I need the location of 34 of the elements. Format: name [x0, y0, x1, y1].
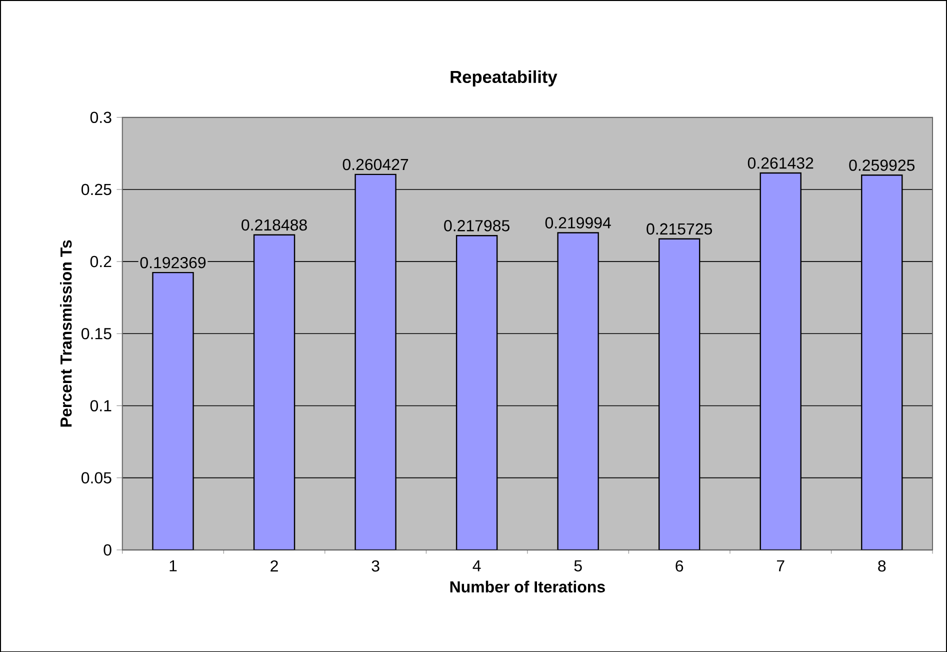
y-tick-label: 0 [104, 544, 112, 556]
y-tick-label: 0.05 [82, 472, 112, 484]
y-tick-label: 0.25 [82, 184, 112, 195]
bar [456, 234, 498, 550]
data-label: 0.219994 [545, 217, 611, 228]
data-label: 0.261432 [748, 157, 814, 169]
x-tick-label: 1 [170, 560, 177, 572]
y-tick-label: 0.3 [90, 112, 112, 123]
y-tick-label: 0.1 [90, 400, 112, 412]
x-tick-label: 5 [574, 560, 582, 572]
x-tick-label: 3 [372, 560, 380, 572]
bar [658, 238, 700, 550]
data-label: 0.215725 [646, 223, 712, 234]
x-axis-title: Number of Iterations [450, 580, 605, 592]
x-tick-label: 6 [676, 560, 684, 572]
data-label: 0.218488 [242, 219, 307, 230]
y-tick-label: 0.2 [90, 256, 112, 268]
x-tick-label: 4 [472, 560, 481, 572]
data-label: 0.260427 [342, 158, 408, 170]
x-tick-label: 7 [776, 560, 784, 572]
y-axis-title: Percent Transmission Ts [60, 240, 72, 426]
data-label: 0.217985 [444, 220, 510, 232]
bar [354, 174, 396, 550]
bar [152, 272, 194, 550]
bar [760, 172, 802, 550]
bar [253, 234, 296, 550]
x-tick-label: 8 [878, 560, 886, 572]
x-tick-label: 2 [270, 560, 278, 572]
y-tick-label: 0.15 [82, 328, 112, 340]
bar [557, 232, 599, 550]
data-label: 0.192369 [140, 256, 206, 268]
bar [861, 174, 903, 550]
chart-title: Repeatability [450, 70, 558, 86]
data-label: 0.259925 [849, 159, 915, 171]
